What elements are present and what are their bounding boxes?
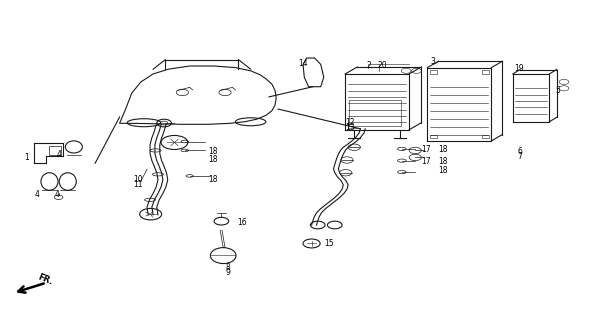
Text: 18: 18	[208, 175, 218, 184]
Text: FR.: FR.	[36, 273, 54, 287]
Text: 5: 5	[555, 86, 560, 95]
Text: 11: 11	[134, 180, 143, 189]
Text: 14: 14	[298, 59, 308, 68]
Text: 7: 7	[518, 152, 522, 161]
Text: 4: 4	[54, 190, 59, 199]
Text: 3: 3	[431, 57, 436, 67]
Text: 1: 1	[24, 153, 29, 162]
Text: 10: 10	[134, 175, 143, 184]
Text: 18: 18	[208, 147, 218, 156]
Text: 6: 6	[518, 147, 522, 156]
Text: 18: 18	[439, 145, 448, 154]
Text: 18: 18	[439, 157, 448, 166]
Text: 17: 17	[422, 145, 431, 154]
Text: 12: 12	[345, 118, 354, 127]
Text: 4: 4	[34, 190, 39, 199]
Text: 8: 8	[225, 263, 230, 272]
Text: 2: 2	[367, 60, 371, 70]
Text: 16: 16	[237, 218, 247, 227]
Text: 18: 18	[208, 155, 218, 164]
Text: 19: 19	[514, 64, 524, 73]
Text: 15: 15	[324, 239, 334, 248]
Text: 9: 9	[225, 268, 230, 277]
Text: 17: 17	[422, 157, 431, 166]
Text: 18: 18	[439, 166, 448, 175]
Text: 4: 4	[57, 150, 62, 159]
Text: 13: 13	[345, 123, 355, 132]
Text: 20: 20	[378, 60, 387, 70]
